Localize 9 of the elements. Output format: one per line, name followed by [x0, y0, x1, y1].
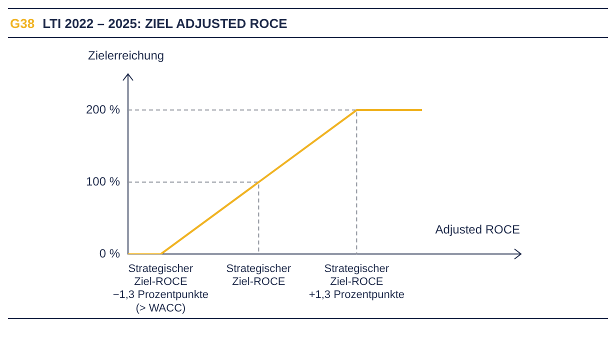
x-tick-label: Strategischer Ziel-ROCE +1,3 Prozentpunkte	[308, 262, 405, 302]
x-tick-label: Strategischer Ziel-ROCE	[226, 262, 292, 288]
y-tick-label: 200 %	[86, 102, 120, 116]
y-tick-label: 100 %	[86, 174, 120, 188]
chart-title: G38 LTI 2022 – 2025: ZIEL ADJUSTED ROCE	[10, 16, 288, 31]
y-tick-label: 0 %	[99, 246, 120, 261]
x-axis-title: Adjusted ROCE	[435, 222, 520, 237]
x-tick-label: Strategischer Ziel-ROCE −1,3 Prozentpunkte (> WACC)	[112, 262, 209, 314]
y-axis-title: Zielerreichung	[88, 48, 164, 62]
